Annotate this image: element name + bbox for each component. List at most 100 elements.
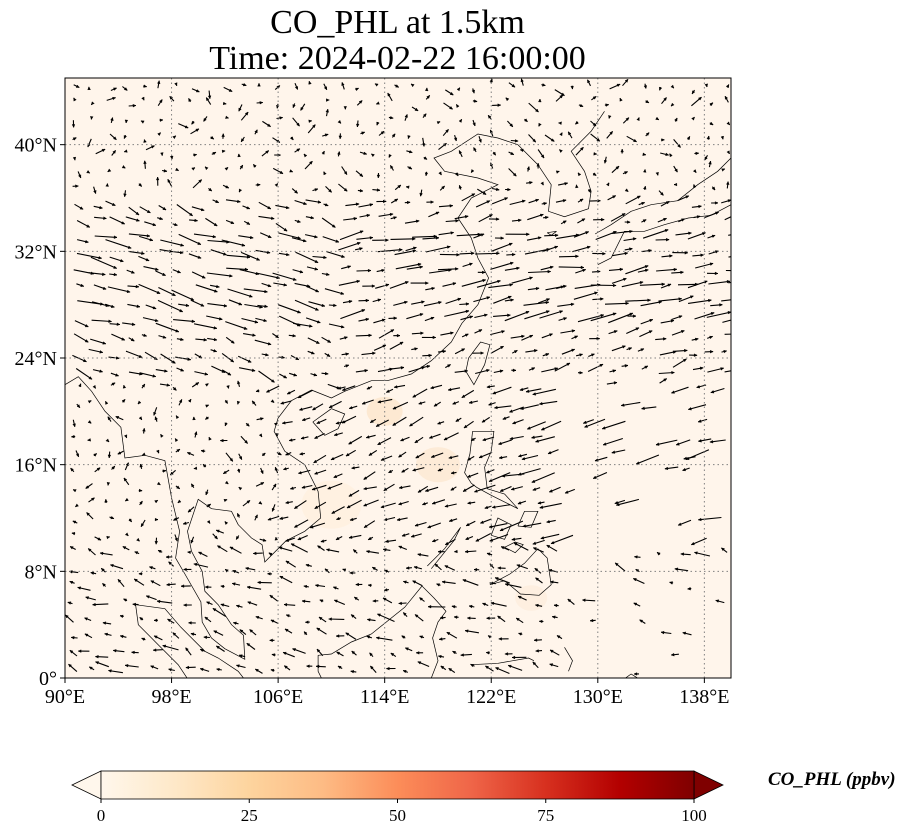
- wind-arrow-shaft: [499, 520, 524, 532]
- wind-arrow-head: [436, 121, 441, 125]
- wind-arrow-head: [350, 614, 355, 618]
- wind-arrow-head: [436, 583, 440, 587]
- wind-arrow-head: [540, 427, 545, 431]
- wind-arrow-head: [326, 98, 330, 102]
- wind-arrow-head: [489, 78, 493, 83]
- wind-arrow-head: [80, 283, 85, 287]
- wind-arrow-head: [715, 599, 720, 603]
- wind-arrow-head: [559, 132, 563, 137]
- wind-arrow-head: [587, 188, 591, 193]
- wind-arrow-head: [246, 500, 251, 504]
- wind-arrow-shaft: [491, 242, 513, 252]
- wind-arrow-head: [613, 283, 617, 288]
- wind-arrow-head: [461, 394, 466, 398]
- wind-arrow-head: [130, 270, 135, 274]
- wind-arrow-head: [555, 170, 560, 174]
- wind-arrow-head: [316, 320, 321, 324]
- wind-arrow-head: [505, 97, 510, 102]
- wind-arrow-head: [187, 357, 192, 361]
- wind-arrow-head: [682, 358, 687, 363]
- wind-arrow-head: [160, 152, 164, 157]
- wind-arrow-head: [636, 195, 641, 199]
- wind-arrow-head: [205, 416, 209, 420]
- wind-arrow-head: [141, 637, 146, 641]
- wind-arrow-head: [526, 232, 530, 237]
- wind-arrow-head: [428, 353, 433, 358]
- wind-arrow-head: [430, 316, 435, 321]
- wind-arrow-head: [268, 552, 273, 556]
- wind-arrow-head: [314, 435, 319, 439]
- wind-arrow-head: [686, 136, 691, 140]
- wind-arrow-head: [389, 212, 394, 217]
- wind-arrow-head: [348, 493, 353, 497]
- wind-arrow-head: [709, 440, 714, 444]
- wind-arrow-head: [99, 551, 104, 556]
- wind-arrow-head: [123, 598, 128, 602]
- wind-arrow-head: [177, 270, 182, 274]
- wind-arrow-head: [568, 131, 572, 136]
- wind-arrow-head: [370, 665, 374, 670]
- wind-arrow-head: [119, 634, 124, 639]
- wind-arrow-shaft: [625, 299, 651, 302]
- wind-arrow-head: [532, 661, 537, 666]
- wind-arrow-head: [396, 517, 401, 522]
- wind-arrow-shaft: [590, 312, 617, 322]
- wind-arrow-head: [122, 384, 127, 389]
- wind-arrow-shaft: [532, 388, 557, 396]
- wind-arrow-head: [469, 315, 474, 319]
- wind-arrow-head: [183, 603, 187, 607]
- wind-arrow-head: [662, 337, 667, 341]
- wind-arrow-head: [727, 199, 731, 203]
- wind-arrow-head: [152, 306, 157, 310]
- wind-arrow-head: [414, 347, 419, 351]
- wind-arrow-head: [496, 251, 500, 256]
- wind-arrow-head: [405, 566, 410, 570]
- wind-arrow-head: [249, 235, 254, 240]
- wind-arrow-head: [367, 268, 372, 273]
- wind-arrow-head: [252, 333, 256, 337]
- wind-arrow-head: [608, 115, 612, 119]
- wind-arrow-head: [586, 245, 591, 250]
- wind-arrow-head: [375, 423, 380, 427]
- wind-arrow-shaft: [395, 263, 422, 270]
- wind-arrow-head: [256, 257, 261, 261]
- wind-arrow-head: [165, 555, 170, 559]
- wind-arrow-head: [507, 313, 511, 318]
- wind-arrow-head: [465, 309, 470, 314]
- wind-arrow-head: [238, 486, 243, 491]
- wind-arrow-head: [592, 172, 597, 176]
- wind-arrow-head: [398, 485, 403, 490]
- wind-arrow-head: [577, 172, 582, 177]
- wind-arrow-head: [433, 234, 438, 239]
- wind-arrow-head: [495, 187, 500, 191]
- wind-arrow-head: [366, 386, 371, 390]
- wind-arrow-head: [87, 86, 91, 91]
- wind-arrow-head: [451, 605, 456, 609]
- wind-arrow-head: [267, 517, 272, 521]
- wind-arrow-head: [489, 538, 494, 542]
- wind-arrow-head: [359, 247, 363, 251]
- x-tick-label: 114°E: [360, 686, 409, 708]
- wind-arrow-head: [108, 319, 113, 324]
- wind-arrow-head: [121, 399, 126, 403]
- coastline: [65, 376, 322, 660]
- wind-arrow-head: [200, 449, 205, 453]
- wind-arrow-head: [146, 234, 151, 238]
- wind-arrow-head: [510, 151, 515, 155]
- wind-arrow-head: [314, 188, 319, 192]
- wind-arrow-head: [238, 107, 242, 112]
- wind-arrow-head: [141, 452, 146, 456]
- wind-arrow-head: [500, 236, 505, 240]
- wind-arrow-head: [316, 420, 321, 424]
- wind-arrow-head: [321, 303, 326, 307]
- wind-arrow-head: [415, 219, 420, 223]
- wind-arrow-head: [286, 252, 290, 257]
- wind-arrow-head: [706, 135, 710, 140]
- wind-arrow-head: [492, 151, 496, 156]
- wind-arrow-head: [188, 98, 192, 102]
- wind-arrow-head: [709, 262, 714, 266]
- wind-arrow-shaft: [602, 420, 626, 430]
- wind-arrow-head: [166, 383, 171, 387]
- wind-arrow-head: [216, 667, 220, 672]
- wind-arrow-head: [696, 215, 701, 219]
